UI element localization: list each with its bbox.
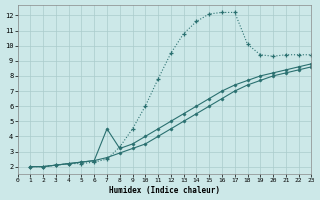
X-axis label: Humidex (Indice chaleur): Humidex (Indice chaleur) [109, 186, 220, 195]
